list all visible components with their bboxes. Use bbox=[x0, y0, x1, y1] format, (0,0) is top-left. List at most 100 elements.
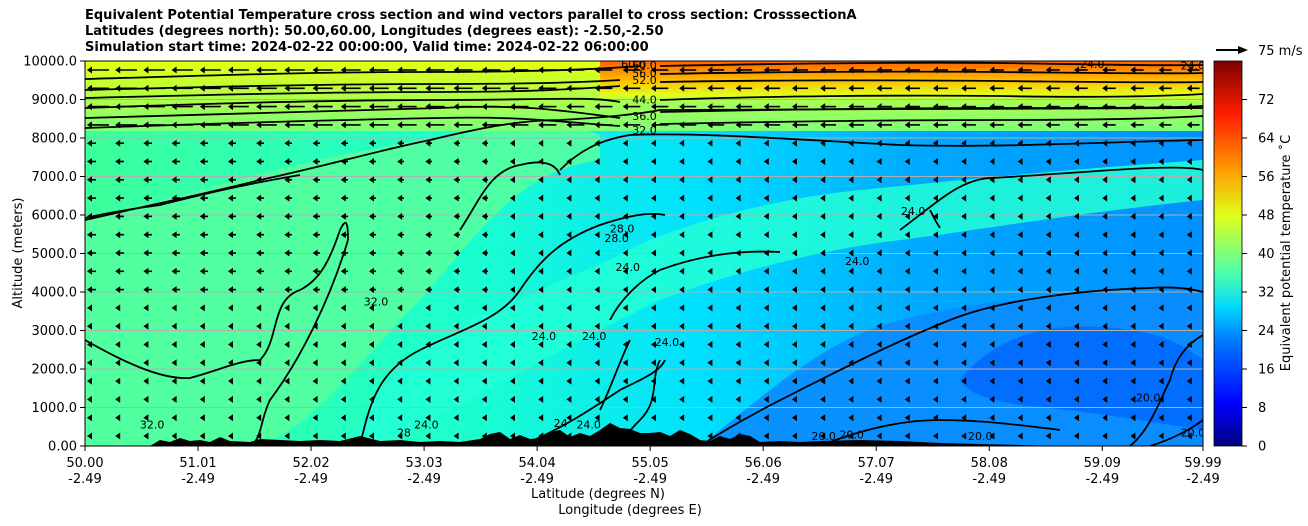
wind-vector-arrow bbox=[340, 414, 346, 422]
wind-vector-arrow bbox=[820, 84, 837, 92]
wind-vector-arrow bbox=[199, 139, 208, 147]
wind-vector-arrow bbox=[1130, 267, 1136, 275]
wind-vector-arrow bbox=[538, 267, 544, 275]
wind-vector-arrow bbox=[679, 286, 685, 294]
x-tick-label-longitude: -2.49 bbox=[407, 472, 441, 487]
wind-vector-arrow bbox=[848, 249, 854, 257]
wind-vector-arrow bbox=[87, 249, 96, 257]
wind-vector-arrow bbox=[1130, 84, 1144, 92]
wind-vector-arrow bbox=[594, 176, 600, 184]
wind-vector-arrow bbox=[538, 377, 544, 385]
wind-vector-arrow bbox=[1045, 322, 1051, 330]
contour-label: 32.0 bbox=[364, 295, 389, 308]
wind-vector-arrow bbox=[312, 84, 333, 92]
wind-vector-arrow bbox=[199, 322, 205, 330]
wind-vector-arrow bbox=[143, 432, 149, 440]
wind-vector-arrow bbox=[876, 395, 882, 403]
contour-label: 28 bbox=[397, 426, 411, 439]
colorbar-label: Equivalent potential temperature ˚C bbox=[1278, 135, 1294, 371]
wind-vector-arrow bbox=[622, 359, 628, 367]
wind-vector-arrow bbox=[763, 432, 769, 440]
wind-vector-arrow bbox=[199, 212, 208, 220]
wind-vector-arrow bbox=[284, 377, 290, 385]
wind-vector-arrow bbox=[1186, 194, 1192, 202]
wind-vector-arrow bbox=[1102, 322, 1108, 330]
wind-vector-arrow bbox=[961, 432, 967, 440]
wind-vector-arrow bbox=[538, 139, 544, 147]
wind-vector-arrow bbox=[792, 286, 797, 294]
wind-vector-arrow bbox=[510, 249, 515, 257]
wind-vector-arrow bbox=[115, 139, 124, 147]
wind-vector-arrow bbox=[651, 139, 656, 147]
wind-vector-arrow bbox=[651, 322, 656, 330]
wind-vector-arrow bbox=[651, 176, 656, 184]
wind-vector-arrow bbox=[651, 158, 656, 165]
wind-vector-arrow bbox=[594, 194, 600, 202]
wind-vector-arrow bbox=[735, 84, 753, 92]
wind-vector-arrow bbox=[876, 84, 893, 92]
wind-vector-arrow bbox=[651, 414, 656, 422]
x-tick-label-longitude: -2.49 bbox=[1186, 472, 1220, 487]
wind-vector-arrow bbox=[256, 139, 264, 147]
wind-vector-arrow bbox=[876, 212, 882, 220]
wind-vector-arrow bbox=[87, 267, 96, 275]
colorbar-tick-label: 72 bbox=[1258, 93, 1275, 108]
wind-vector-arrow bbox=[1186, 322, 1192, 330]
wind-vector-arrow bbox=[651, 249, 656, 257]
wind-vector-arrow bbox=[876, 249, 882, 257]
x-axis-label-latitude: Latitude (degrees N) bbox=[531, 487, 665, 502]
wind-vector-arrow bbox=[340, 84, 361, 92]
wind-vector-arrow bbox=[622, 249, 628, 257]
wind-vector-arrow bbox=[679, 359, 685, 367]
wind-vector-arrow bbox=[622, 231, 628, 239]
wind-vector-arrow bbox=[848, 212, 854, 220]
wind-vector-arrow bbox=[876, 286, 882, 294]
wind-vector-arrow bbox=[848, 231, 854, 239]
wind-vector-arrow bbox=[792, 176, 797, 184]
wind-vector-arrow bbox=[1017, 212, 1023, 220]
wind-vector-arrow bbox=[453, 322, 459, 330]
x-tick-label-latitude: 58.08 bbox=[971, 456, 1008, 471]
wind-vector-arrow bbox=[820, 267, 826, 275]
chart-title: Equivalent Potential Temperature cross s… bbox=[85, 8, 857, 56]
wind-vector-arrow bbox=[792, 121, 809, 129]
wind-vector-arrow bbox=[679, 84, 697, 92]
wind-vector-arrow bbox=[228, 341, 233, 348]
contour-label: 36.0 bbox=[632, 110, 657, 123]
wind-vector-arrow bbox=[763, 304, 769, 312]
wind-vector-arrow bbox=[87, 121, 109, 129]
wind-vector-arrow bbox=[1186, 231, 1192, 239]
wind-vector-arrow bbox=[228, 432, 233, 440]
wind-vector-arrow bbox=[792, 212, 797, 220]
x-tick-label-latitude: 54.04 bbox=[519, 456, 556, 471]
wind-vector-arrow bbox=[284, 249, 292, 257]
contour-label: 60.0 bbox=[632, 59, 657, 72]
wind-vector-arrow bbox=[199, 158, 208, 165]
wind-vector-arrow bbox=[904, 84, 920, 92]
wind-vector-arrow bbox=[228, 103, 249, 111]
y-tick-label: 0.00 bbox=[48, 440, 77, 455]
wind-vector-arrow bbox=[820, 231, 826, 239]
wind-vector-arrow bbox=[679, 267, 685, 275]
wind-vector-arrow bbox=[115, 267, 124, 275]
wind-vector-arrow bbox=[340, 121, 361, 129]
wind-vector-arrow bbox=[87, 304, 92, 312]
wind-vector-arrow bbox=[397, 158, 404, 165]
wind-vector-arrow bbox=[566, 121, 585, 129]
wind-vector-arrow bbox=[933, 249, 938, 257]
wind-vector-arrow bbox=[143, 231, 152, 239]
wind-vector-arrow bbox=[481, 231, 488, 239]
terrain-silhouette bbox=[150, 423, 1060, 446]
wind-vector-arrow bbox=[961, 231, 967, 239]
wind-vector-arrow bbox=[792, 414, 797, 422]
wind-vector-arrow bbox=[989, 395, 995, 403]
wind-vector-arrow bbox=[622, 103, 641, 111]
wind-vector-arrow bbox=[961, 414, 967, 422]
wind-vector-arrow bbox=[1130, 121, 1144, 129]
x-tick-label-longitude: -2.49 bbox=[633, 472, 667, 487]
wind-vector-arrow bbox=[369, 432, 374, 440]
y-tick-label: 3000.0 bbox=[32, 324, 78, 339]
wind-vector-arrow bbox=[792, 432, 797, 440]
wind-vector-arrow bbox=[256, 249, 264, 257]
wind-vector-arrow bbox=[933, 212, 938, 220]
